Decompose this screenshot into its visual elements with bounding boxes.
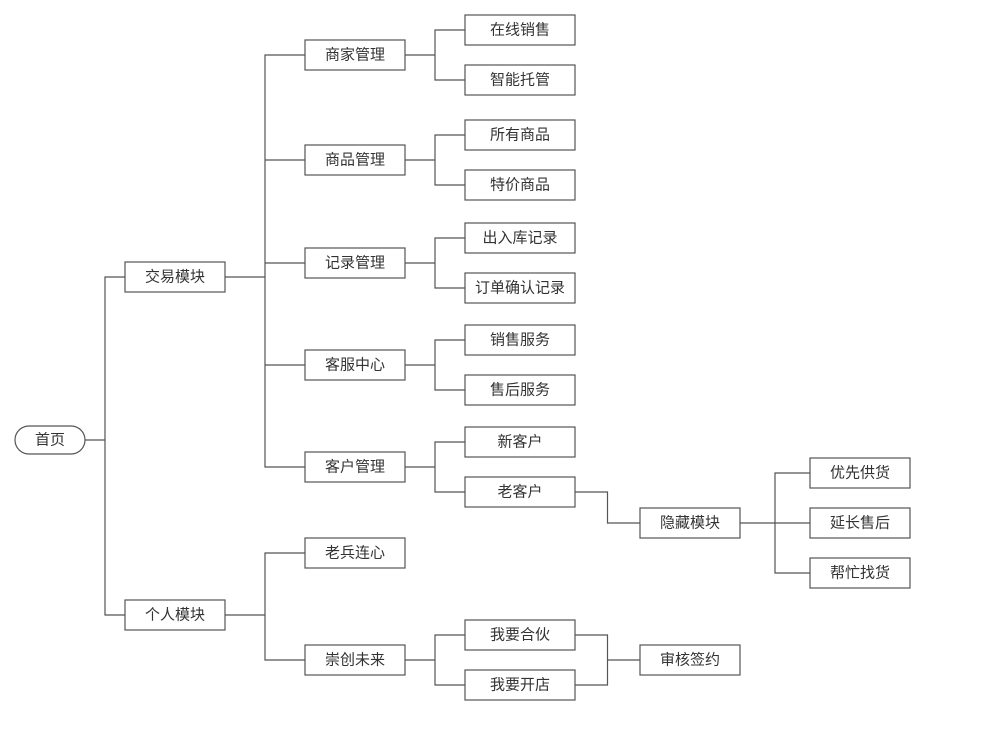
node-label: 商品管理 xyxy=(325,152,385,169)
node-label: 延长售后 xyxy=(830,515,890,532)
node-label: 智能托管 xyxy=(490,71,550,89)
node-h3: 帮忙找货 xyxy=(810,558,910,588)
node-n152: 老客户 xyxy=(465,477,575,507)
node-n122: 特价商品 xyxy=(465,170,575,200)
node-n121: 所有商品 xyxy=(465,120,575,150)
node-label: 商家管理 xyxy=(325,47,385,64)
node-n111: 在线销售 xyxy=(465,15,575,45)
node-label: 出入库记录 xyxy=(482,230,557,247)
node-label: 销售服务 xyxy=(490,332,550,349)
node-n22: 崇创未来 xyxy=(305,645,405,675)
node-n12: 商品管理 xyxy=(305,145,405,175)
node-label: 老兵连心 xyxy=(325,545,385,562)
edge xyxy=(405,340,465,390)
edge xyxy=(740,473,810,573)
node-h2: 延长售后 xyxy=(810,508,910,538)
node-n221: 我要合伙 xyxy=(465,620,575,650)
edge xyxy=(85,277,125,615)
node-label: 在线销售 xyxy=(490,22,550,39)
node-n141: 销售服务 xyxy=(465,325,575,355)
node-label: 首页 xyxy=(35,432,65,449)
node-label: 客服中心 xyxy=(325,357,385,374)
node-n222: 我要开店 xyxy=(465,670,575,700)
edge xyxy=(405,135,465,185)
node-label: 订单确认记录 xyxy=(475,280,565,297)
node-n151: 新客户 xyxy=(465,427,575,457)
node-hidden: 隐藏模块 xyxy=(640,508,740,538)
node-label: 优先供货 xyxy=(830,465,890,482)
node-n15: 客户管理 xyxy=(305,452,405,482)
edge-layer xyxy=(85,30,810,685)
node-h1: 优先供货 xyxy=(810,458,910,488)
edge xyxy=(575,492,640,523)
edge xyxy=(225,55,305,467)
node-label: 交易模块 xyxy=(145,268,205,286)
node-label: 客户管理 xyxy=(325,459,385,476)
node-label: 记录管理 xyxy=(325,255,385,272)
edge xyxy=(405,635,465,685)
node-audit: 审核签约 xyxy=(640,645,740,675)
node-label: 所有商品 xyxy=(490,127,550,144)
node-n142: 售后服务 xyxy=(465,375,575,405)
node-n132: 订单确认记录 xyxy=(465,273,575,303)
node-n11: 商家管理 xyxy=(305,40,405,70)
edge-join xyxy=(575,635,640,685)
node-label: 我要开店 xyxy=(490,677,550,694)
node-label: 新客户 xyxy=(497,434,542,451)
node-n112: 智能托管 xyxy=(465,65,575,95)
node-label: 特价商品 xyxy=(490,177,550,194)
tree-diagram: 首页 交易模块个人模块 商家管理商品管理记录管理客服中心客户管理老兵连心崇创未来 在线… xyxy=(0,0,1000,739)
node-label: 我要合伙 xyxy=(490,627,550,644)
node-root: 首页 xyxy=(15,426,85,454)
node-n1: 交易模块 xyxy=(125,262,225,292)
node-n13: 记录管理 xyxy=(305,248,405,278)
node-label: 帮忙找货 xyxy=(830,565,890,582)
node-n14: 客服中心 xyxy=(305,350,405,380)
node-label: 老客户 xyxy=(497,484,542,501)
edge xyxy=(405,442,465,492)
node-label: 崇创未来 xyxy=(325,652,385,669)
node-label: 售后服务 xyxy=(490,382,550,399)
node-n21: 老兵连心 xyxy=(305,538,405,568)
edge xyxy=(405,238,465,288)
edge xyxy=(405,30,465,80)
node-n2: 个人模块 xyxy=(125,600,225,630)
node-n131: 出入库记录 xyxy=(465,223,575,253)
node-label: 个人模块 xyxy=(145,607,205,624)
node-label: 隐藏模块 xyxy=(660,515,720,532)
node-layer: 首页 交易模块个人模块 商家管理商品管理记录管理客服中心客户管理老兵连心崇创未来 在线… xyxy=(15,15,910,700)
node-label: 审核签约 xyxy=(660,652,720,669)
edge xyxy=(225,553,305,660)
